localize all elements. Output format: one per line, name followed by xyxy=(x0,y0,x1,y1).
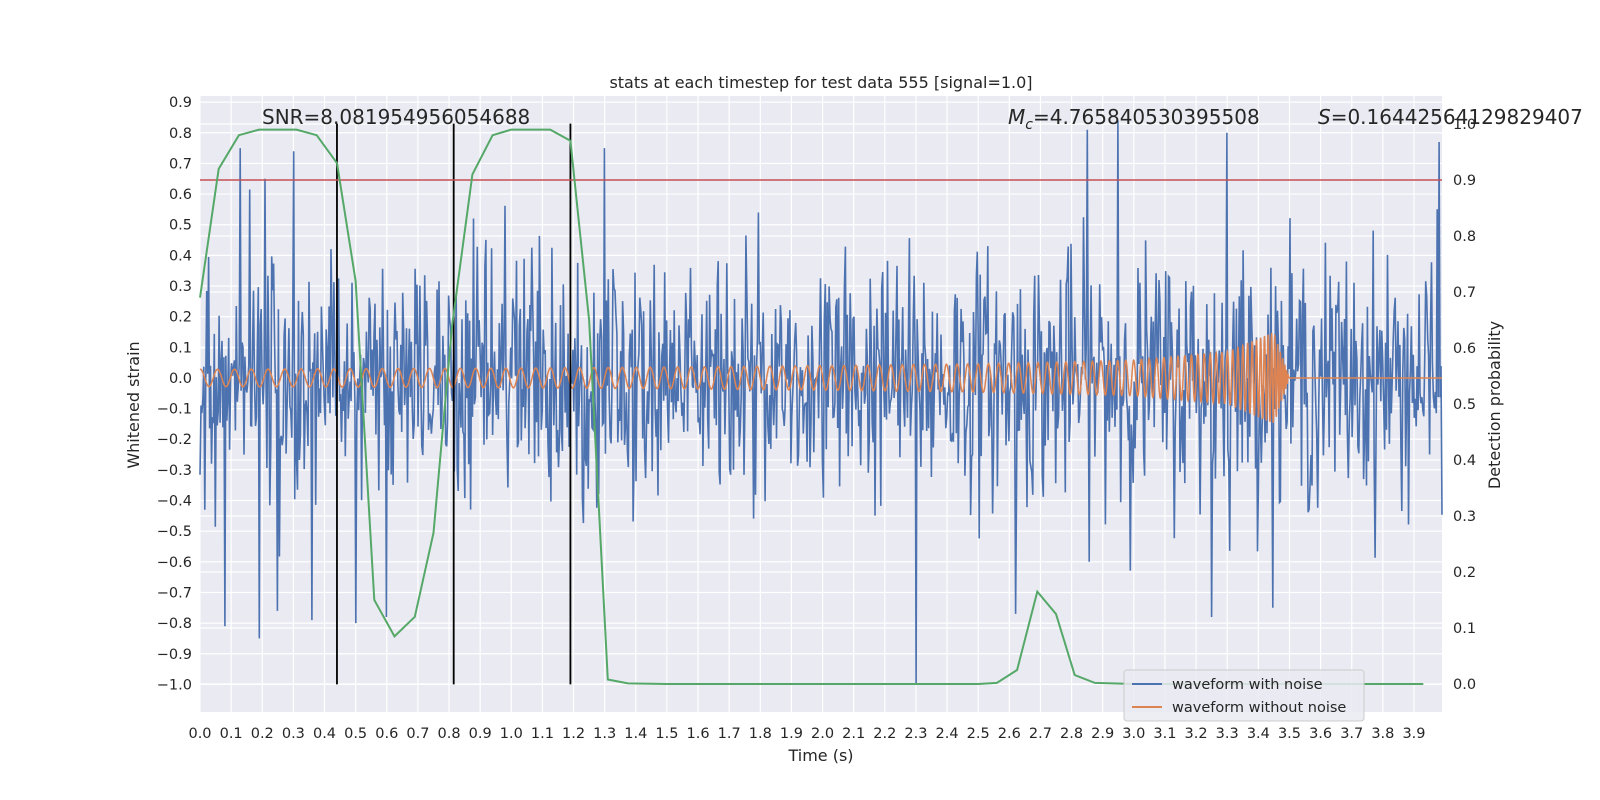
x-tick-label: 2.7 xyxy=(1029,726,1052,742)
s-annotation: S=0.16442564129829407 xyxy=(1318,105,1583,129)
snr-annotation: SNR=8.081954956054688 xyxy=(262,105,530,129)
x-tick-label: 1.6 xyxy=(687,726,710,742)
x-tick-label: 0.3 xyxy=(282,726,305,742)
x-tick-label: 3.5 xyxy=(1278,726,1301,742)
x-tick-label: 2.4 xyxy=(936,726,959,742)
x-tick-label: 1.7 xyxy=(718,726,741,742)
y2-tick-label: 0.5 xyxy=(1453,397,1476,413)
y2-tick-label: 0.3 xyxy=(1453,509,1476,525)
tick-labels: 0.0 0.1 0.2 0.3 0.4 0.5 0.6 0.7 0.8 0.9 1.0 1.1 1.2 1… xyxy=(157,95,1476,742)
y-tick-label: −0.6 xyxy=(157,555,192,571)
y2-axis-label: Detection probability xyxy=(1485,321,1504,489)
y-tick-label: −0.4 xyxy=(157,494,192,510)
series-detection-probability xyxy=(199,128,1424,685)
x-tick-label: 0.7 xyxy=(406,726,429,742)
x-tick-label: 2.1 xyxy=(842,726,865,742)
x-tick-label: 3.8 xyxy=(1371,726,1394,742)
x-tick-label: 3.1 xyxy=(1153,726,1176,742)
y-tick-label: −0.9 xyxy=(157,647,192,663)
x-tick-label: 1.9 xyxy=(780,726,803,742)
y-tick-label: 0.0 xyxy=(169,371,192,387)
y-axis-label: Whitened strain xyxy=(124,341,143,468)
s-symbol: S xyxy=(1318,105,1331,129)
x-tick-label: 3.2 xyxy=(1185,726,1208,742)
x-axis-label: Time (s) xyxy=(787,746,853,765)
y-tick-label: 0.3 xyxy=(169,279,192,295)
y2-tick-label: 0.2 xyxy=(1453,565,1476,581)
y2-tick-label: 0.9 xyxy=(1453,173,1476,189)
x-tick-label: 3.0 xyxy=(1122,726,1145,742)
y-tick-label: 0.8 xyxy=(169,126,192,142)
series-waveform-without-noise xyxy=(199,332,1442,423)
x-tick-label: 2.3 xyxy=(904,726,927,742)
x-tick-label: 2.6 xyxy=(998,726,1021,742)
y2-tick-label: 0.1 xyxy=(1453,621,1476,637)
y-tick-label: 0.5 xyxy=(169,218,192,234)
y-tick-label: −0.5 xyxy=(157,524,192,540)
x-tick-label: 0.5 xyxy=(344,726,367,742)
x-tick-label: 2.5 xyxy=(967,726,990,742)
y2-tick-label: 0.7 xyxy=(1453,285,1476,301)
chirp-mass-annotation: Mc=4.765840530395508 xyxy=(1008,105,1260,133)
x-tick-label: 3.4 xyxy=(1247,726,1270,742)
x-tick-label: 0.6 xyxy=(375,726,398,742)
legend-label-clean: waveform without noise xyxy=(1172,700,1346,716)
y-tick-label: 0.9 xyxy=(169,95,192,111)
x-tick-label: 0.1 xyxy=(220,726,243,742)
x-tick-label: 1.3 xyxy=(593,726,616,742)
y-tick-label: 0.6 xyxy=(169,187,192,203)
clean-waveform-line xyxy=(199,332,1442,423)
y2-tick-label: 0.8 xyxy=(1453,229,1476,245)
x-tick-label: 1.1 xyxy=(531,726,554,742)
x-tick-label: 2.8 xyxy=(1060,726,1083,742)
mc-value: =4.765840530395508 xyxy=(1033,105,1260,129)
x-tick-label: 1.4 xyxy=(624,726,647,742)
x-tick-label: 2.9 xyxy=(1091,726,1114,742)
y2-tick-label: 0.4 xyxy=(1453,453,1476,469)
y-tick-label: −0.3 xyxy=(157,463,192,479)
x-tick-label: 0.4 xyxy=(313,726,336,742)
probability-line xyxy=(199,128,1424,685)
y-tick-label: −0.8 xyxy=(157,616,192,632)
x-tick-label: 3.3 xyxy=(1216,726,1239,742)
y-tick-label: −1.0 xyxy=(157,677,192,693)
y-tick-label: −0.2 xyxy=(157,432,192,448)
x-tick-label: 3.7 xyxy=(1340,726,1363,742)
legend-label-noise: waveform with noise xyxy=(1172,677,1323,693)
x-tick-label: 3.6 xyxy=(1309,726,1332,742)
x-tick-label: 1.0 xyxy=(500,726,523,742)
chart-title: stats at each timestep for test data 555… xyxy=(609,73,1032,92)
y-tick-label: 0.1 xyxy=(169,340,192,356)
y2-tick-label: 0.6 xyxy=(1453,341,1476,357)
x-tick-label: 2.0 xyxy=(811,726,834,742)
y2-tick-label: 0.0 xyxy=(1453,677,1476,693)
y-tick-label: −0.1 xyxy=(157,402,192,418)
y-tick-label: 0.7 xyxy=(169,156,192,172)
y-tick-label: 0.2 xyxy=(169,310,192,326)
x-tick-label: 1.5 xyxy=(655,726,678,742)
x-tick-label: 0.2 xyxy=(251,726,274,742)
mc-subscript: c xyxy=(1025,117,1033,133)
mc-symbol: M xyxy=(1008,105,1025,129)
y2-tick-label: 1.0 xyxy=(1453,117,1476,133)
legend-box xyxy=(1123,669,1365,722)
x-tick-label: 3.9 xyxy=(1402,726,1425,742)
x-tick-label: 1.2 xyxy=(562,726,585,742)
y-tick-label: −0.7 xyxy=(157,585,192,601)
vertical-markers xyxy=(336,123,572,685)
x-tick-label: 2.2 xyxy=(873,726,896,742)
legend: waveform with noise waveform without noi… xyxy=(1123,669,1365,722)
x-tick-label: 1.8 xyxy=(749,726,772,742)
x-tick-label: 0.8 xyxy=(437,726,460,742)
s-value: =0.16442564129829407 xyxy=(1331,105,1583,129)
y-tick-label: 0.4 xyxy=(169,248,192,264)
x-tick-label: 0.0 xyxy=(188,726,211,742)
x-tick-label: 0.9 xyxy=(469,726,492,742)
